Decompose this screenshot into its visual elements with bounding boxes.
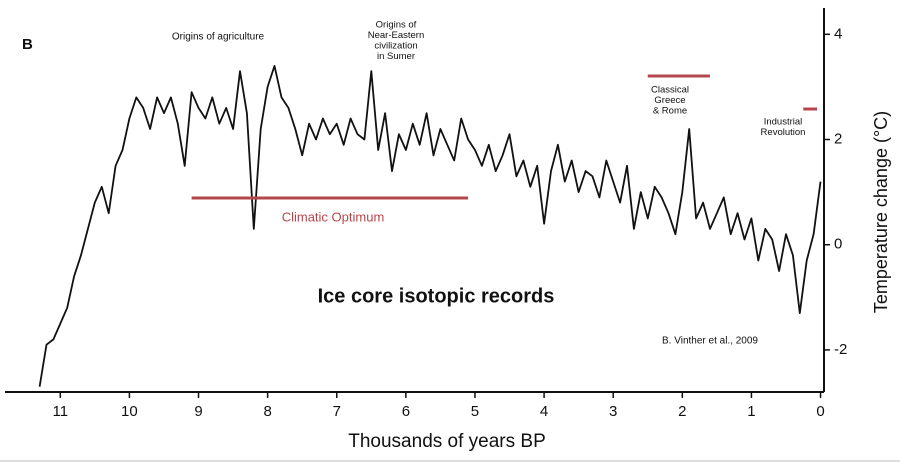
x-tick-label: 5 [471, 403, 479, 420]
x-tick-label: 0 [816, 403, 824, 420]
x-tick-label: 1 [747, 403, 755, 420]
annotation-text: in Sumer [377, 51, 415, 62]
x-tick-label: 6 [402, 403, 410, 420]
annotation-text: Origins of agriculture [172, 32, 265, 43]
x-tick-label: 9 [194, 403, 202, 420]
x-tick-label: 2 [678, 403, 686, 420]
annotation-text: civilization [374, 41, 417, 52]
y-tick-label: 2 [834, 130, 842, 147]
panel-label: B [22, 36, 33, 53]
y-tick-label: 4 [834, 25, 842, 42]
data-line [38, 65, 822, 387]
x-tick-label: 7 [333, 403, 341, 420]
annotation-text: Near-Eastern [368, 30, 425, 41]
source-note: B. Vinther et al., 2009 [662, 336, 758, 347]
x-axis-label: Thousands of years BP [348, 431, 546, 452]
annotation-text: Climatic Optimum [282, 209, 385, 224]
annotation-text: Classical [651, 85, 689, 96]
x-tick-label: 8 [263, 403, 271, 420]
y-tick-label: 0 [834, 236, 842, 253]
y-axis-label: Temperature change (°C) [871, 111, 891, 313]
chart-title: Ice core isotopic records [318, 285, 555, 307]
y-tick-label: -2 [834, 341, 847, 358]
x-tick-label: 4 [540, 403, 548, 420]
x-tick-label: 10 [121, 403, 138, 420]
x-tick-label: 3 [609, 403, 617, 420]
annotation-text: Revolution [761, 127, 806, 138]
annotation-text: Industrial [764, 117, 803, 128]
annotation-text: & Rome [653, 106, 687, 117]
annotation-text: Origins of [376, 20, 417, 31]
x-tick-label: 11 [53, 403, 69, 420]
annotation-text: Greece [654, 95, 685, 106]
